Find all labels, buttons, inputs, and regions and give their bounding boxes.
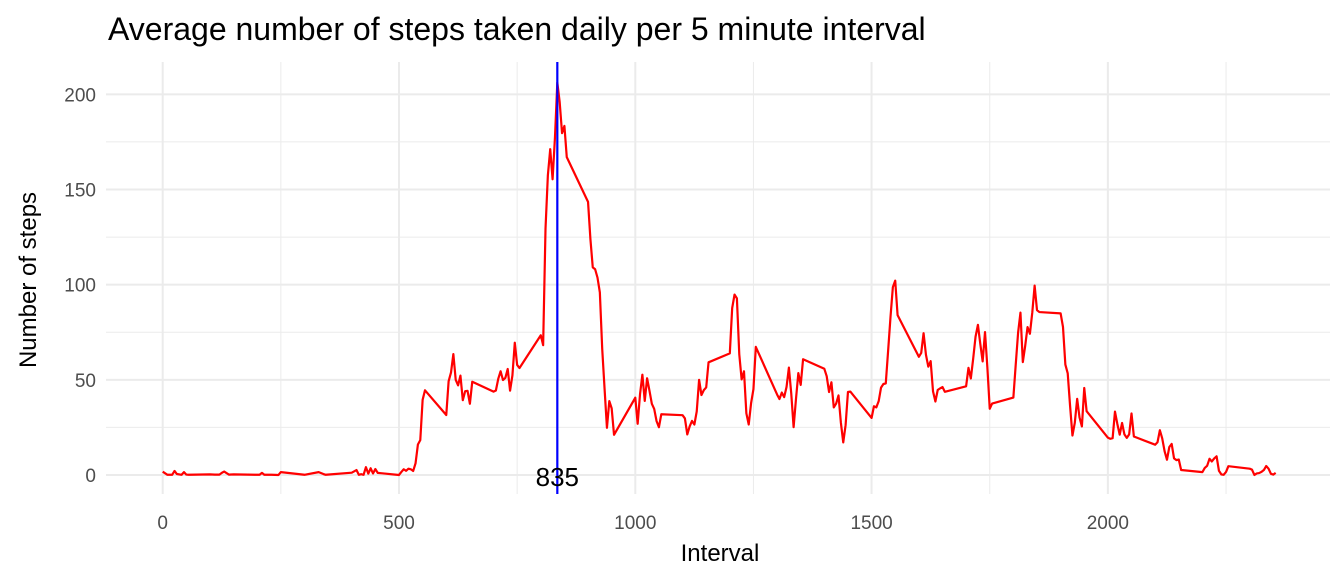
x-axis-title: Interval bbox=[681, 540, 760, 567]
y-tick-label: 200 bbox=[64, 85, 96, 106]
reference-layer: 835 bbox=[536, 62, 579, 494]
x-axis-tick-labels: 0 500 1000 1500 2000 bbox=[157, 513, 1129, 534]
chart-title: Average number of steps taken daily per … bbox=[108, 11, 926, 47]
series-line bbox=[162, 81, 1277, 477]
y-tick-label: 150 bbox=[64, 181, 96, 202]
x-tick-label: 2000 bbox=[1087, 513, 1129, 534]
max-interval-annotation: 835 bbox=[536, 462, 579, 492]
y-tick-label: 100 bbox=[64, 276, 96, 297]
y-axis-title: Number of steps bbox=[15, 192, 42, 368]
series-layer bbox=[162, 81, 1277, 477]
y-tick-label: 50 bbox=[75, 371, 96, 392]
x-tick-label: 1000 bbox=[614, 513, 656, 534]
y-tick-label: 0 bbox=[85, 466, 96, 487]
minor-gridlines bbox=[106, 62, 1330, 494]
y-axis-tick-labels: 0 50 100 150 200 bbox=[64, 85, 96, 487]
major-gridlines bbox=[106, 62, 1330, 494]
x-tick-label: 0 bbox=[157, 513, 168, 534]
x-tick-label: 1500 bbox=[850, 513, 892, 534]
x-tick-label: 500 bbox=[383, 513, 415, 534]
